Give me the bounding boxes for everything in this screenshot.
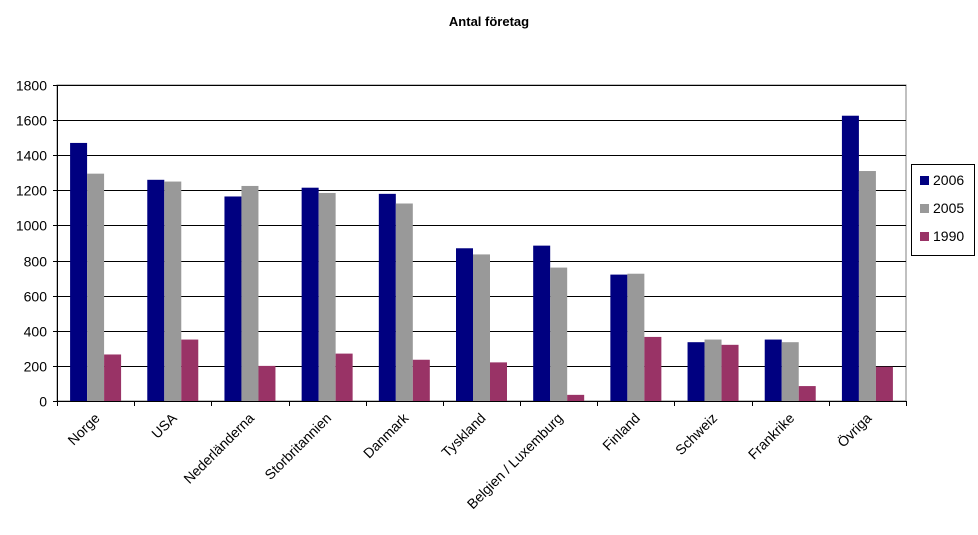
x-tick-label: Schweiz [672,410,720,458]
bar-1990 [875,366,893,401]
x-tick-label: Nederländerna [180,410,257,487]
bar-2005 [781,342,799,401]
bars [70,115,893,401]
legend-label: 2005 [933,200,965,216]
x-tick-label: USA [148,409,180,441]
axes [53,85,907,406]
bar-1990 [721,344,739,401]
y-tick-label: 600 [24,289,48,305]
bar-2006 [301,187,319,401]
bar-2005 [627,273,645,401]
x-tick-label: Tyskland [438,410,488,460]
bar-2006 [70,142,88,401]
legend-item-1990: 1990 [920,226,964,246]
bar-1990 [567,394,585,401]
bar-2006 [610,274,628,401]
x-tick-label: Frankrike [745,410,798,463]
bar-2006 [378,193,396,401]
bar-1990 [412,359,430,401]
x-tick-label: Norge [64,410,102,448]
bar-2006 [456,248,473,401]
y-tick-label: 400 [24,324,48,340]
bar-1990 [490,362,507,401]
y-tick-label: 1200 [16,183,47,199]
legend-item-2006: 2006 [920,170,964,190]
legend-label: 1990 [933,228,965,244]
bar-1990 [798,386,816,401]
y-tick-label: 200 [24,359,48,375]
bar-2005 [241,185,259,401]
bar-2005 [318,192,336,401]
x-tick-label: Storbritannien [261,410,334,483]
chart-title: Antal företag [448,14,530,29]
bar-2006 [147,179,165,401]
bar-1990 [335,353,353,401]
bar-2005 [395,203,413,401]
bar-1990 [181,339,199,401]
y-tick-label: 1000 [16,218,47,234]
bar-2006 [224,196,242,401]
bar-2006 [687,342,705,401]
y-tick-label: 1600 [16,113,47,129]
x-tick-label: Övriga [833,409,874,450]
y-tick-label: 1800 [16,78,47,94]
bar-1990 [258,365,276,401]
bar-2006 [841,115,859,401]
legend-swatch [920,175,929,185]
legend-swatch [920,231,929,241]
bar-2005 [473,254,490,401]
x-tick-label: Danmark [360,409,412,461]
bar-2005 [87,173,105,401]
legend-swatch [920,203,929,213]
legend-label: 2006 [933,172,965,188]
y-tick-label: 800 [24,254,48,270]
bar-2006 [764,339,782,401]
bar-1990 [644,336,662,401]
x-tick-label: Finland [599,410,643,454]
legend-item-2005: 2005 [920,198,964,218]
bar-1990 [104,354,122,401]
tick-labels: 0 200 400 600 800 1000 1200 1400 1600 1800 Norge US… [16,78,875,512]
bar-2006 [533,245,551,401]
bar-2005 [550,267,568,401]
bar-2005 [704,339,722,401]
bar-2005 [164,181,182,401]
y-tick-label: 1400 [16,148,47,164]
bar-2005 [858,171,876,401]
y-tick-label: 0 [39,394,47,410]
legend: 2006 2005 1990 [911,164,975,256]
